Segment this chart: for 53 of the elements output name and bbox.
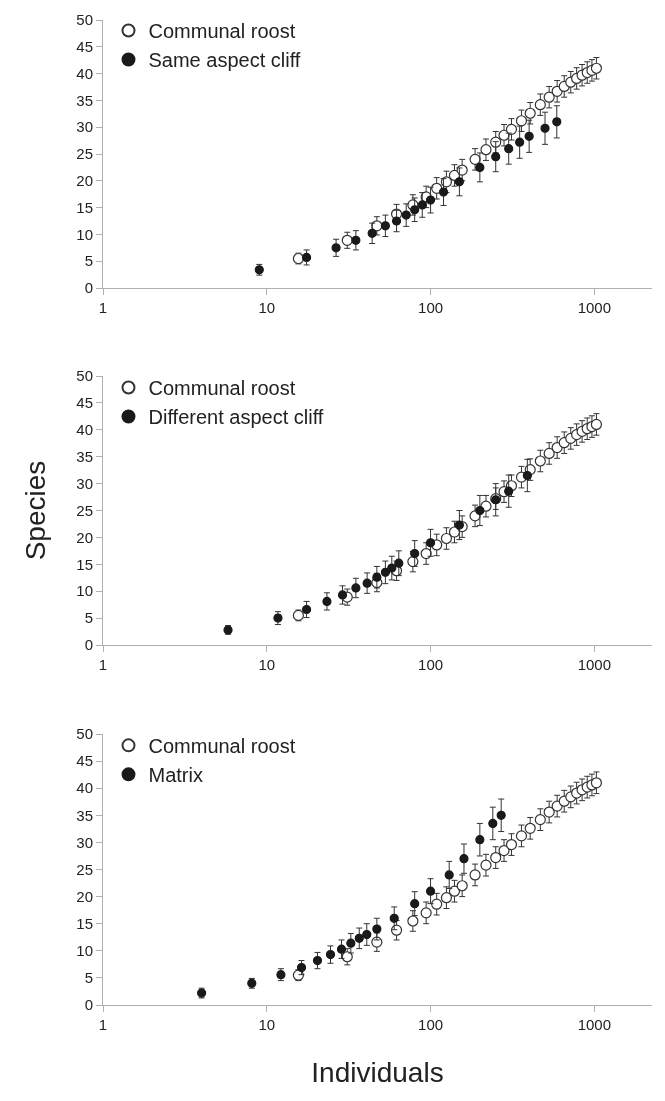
y-tick-label: 45 <box>76 752 93 770</box>
x-tick-label: 100 <box>418 1016 444 1033</box>
y-axis-title: Species <box>20 460 52 561</box>
x-tick-label: 1000 <box>577 656 612 673</box>
y-tick-label: 15 <box>76 914 93 932</box>
legend-label: Matrix <box>148 764 203 787</box>
y-tick-label: 45 <box>76 38 93 56</box>
y-tick-label: 25 <box>76 860 93 878</box>
x-axis-title: Individuals <box>311 1057 444 1089</box>
legend-label: Communal roost <box>148 735 296 758</box>
y-tick-label: 20 <box>76 887 93 905</box>
y-tick-label: 0 <box>84 279 93 297</box>
x-tick-label: 10 <box>258 299 276 316</box>
x-tick-label: 1000 <box>577 1016 612 1033</box>
y-tick-label: 30 <box>76 118 93 136</box>
y-tick-label: 35 <box>76 91 93 109</box>
y-tick-label: 5 <box>84 969 93 987</box>
x-tick-label: 1 <box>98 299 108 316</box>
y-tick-label: 45 <box>76 394 93 412</box>
y-tick-label: 15 <box>76 198 93 216</box>
x-tick-label: 1000 <box>577 299 612 316</box>
y-tick-label: 20 <box>76 528 93 546</box>
x-tick-label: 10 <box>258 1016 276 1033</box>
y-tick-label: 15 <box>76 555 93 573</box>
y-tick-label: 25 <box>76 501 93 519</box>
x-tick-label: 100 <box>418 299 444 316</box>
y-tick-label: 5 <box>84 252 93 270</box>
y-tick-label: 50 <box>76 367 93 385</box>
x-tick-label: 1 <box>98 1016 108 1033</box>
y-tick-label: 0 <box>84 996 93 1014</box>
y-tick-label: 40 <box>76 779 93 797</box>
x-tick-label: 10 <box>258 656 276 673</box>
y-tick-label: 10 <box>76 942 93 960</box>
y-tick-label: 30 <box>76 474 93 492</box>
x-tick-label: 1 <box>98 656 108 673</box>
x-tick-label: 100 <box>418 656 444 673</box>
y-tick-label: 25 <box>76 145 93 163</box>
y-tick-label: 50 <box>76 725 93 743</box>
legend-label: Communal roost <box>148 377 296 400</box>
y-tick-label: 35 <box>76 806 93 824</box>
y-tick-label: 35 <box>76 447 93 465</box>
y-tick-label: 50 <box>76 11 93 29</box>
legend-label: Same aspect cliff <box>148 49 301 72</box>
y-tick-label: 0 <box>84 636 93 654</box>
legend-label: Different aspect cliff <box>148 406 324 429</box>
y-tick-label: 20 <box>76 172 93 190</box>
legend-label: Communal roost <box>148 20 296 43</box>
y-tick-label: 40 <box>76 421 93 439</box>
y-tick-label: 10 <box>76 225 93 243</box>
y-tick-label: 5 <box>84 609 93 627</box>
y-tick-label: 10 <box>76 582 93 600</box>
y-tick-label: 40 <box>76 64 93 82</box>
y-tick-label: 30 <box>76 833 93 851</box>
